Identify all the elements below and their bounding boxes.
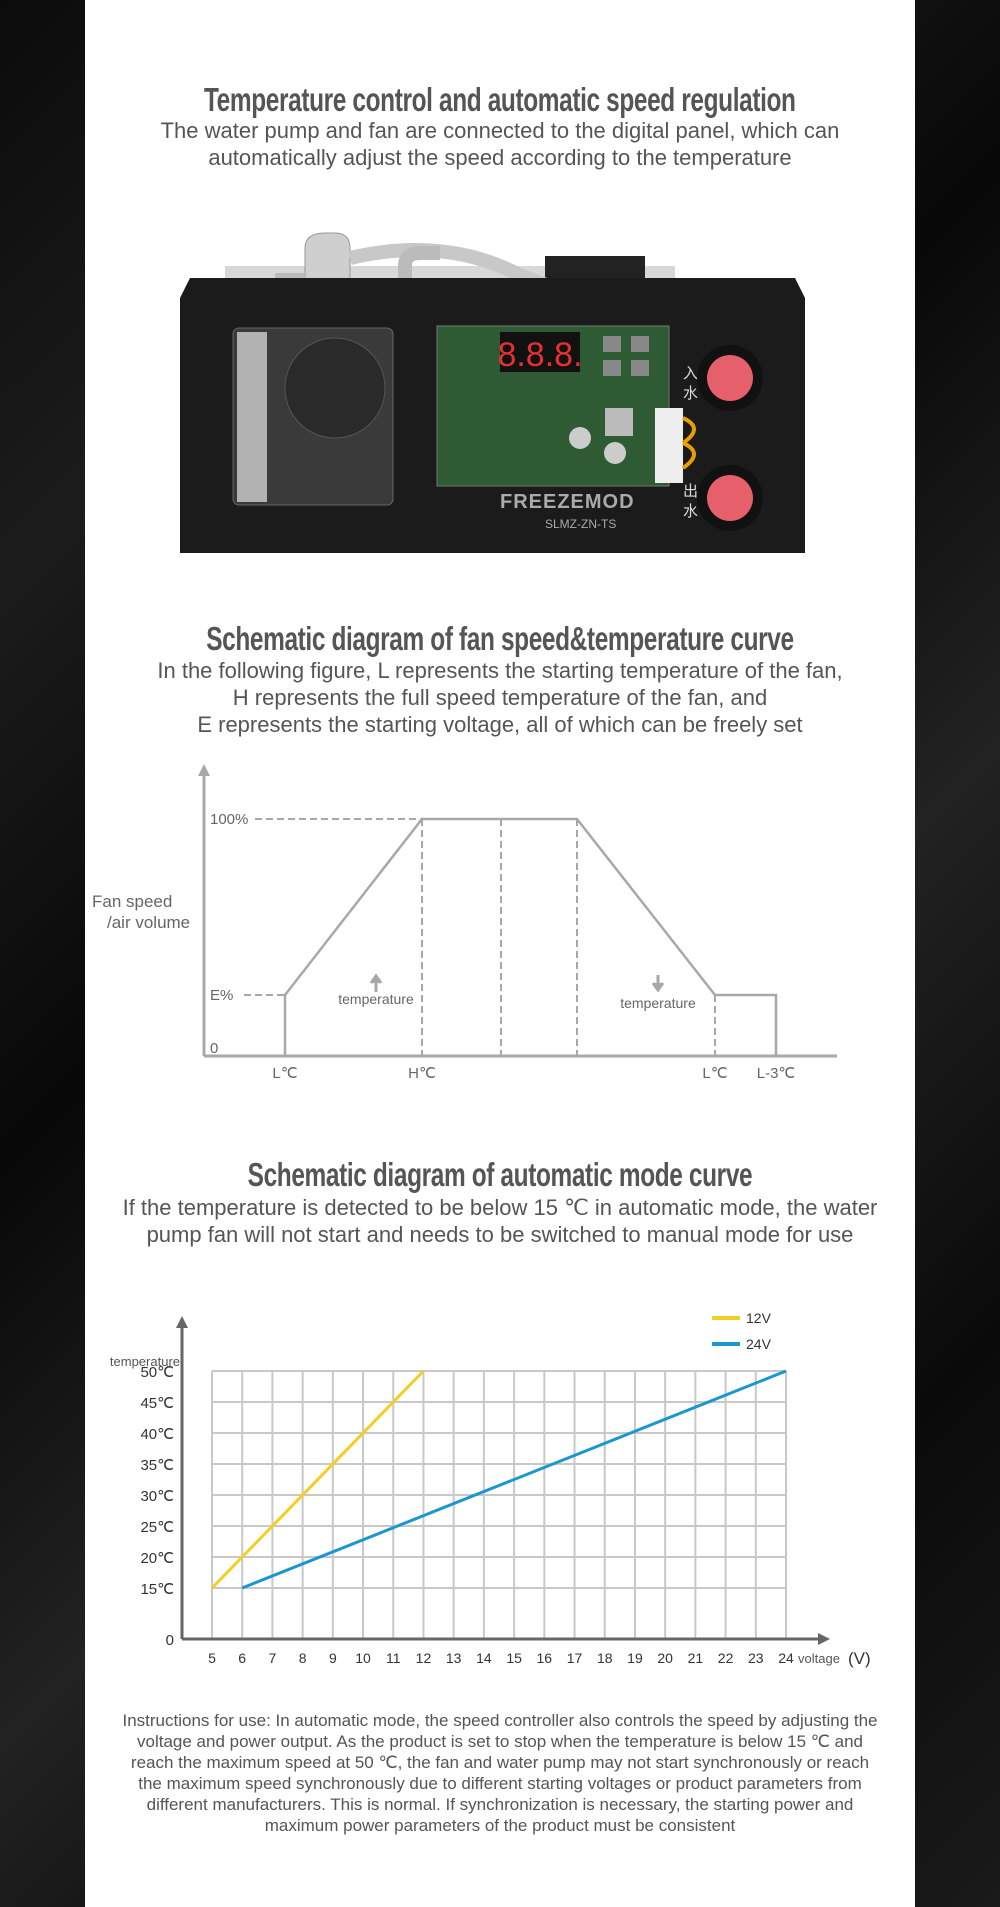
y-tick-label: 100% bbox=[210, 811, 248, 828]
x-tick-label: 5 bbox=[208, 1650, 216, 1666]
subtitle-line: E represents the starting voltage, all o… bbox=[197, 712, 803, 737]
x-tick-label: 6 bbox=[238, 1650, 246, 1666]
outlet-plug bbox=[707, 475, 753, 521]
x-axis-unit: (V) bbox=[848, 1649, 871, 1668]
brand-logo: FREEZEMOD bbox=[500, 491, 635, 513]
y-axis-arrow bbox=[176, 1316, 188, 1328]
section1-subtitle: The water pump and fan are connected to … bbox=[0, 117, 1000, 171]
subtitle-line: If the temperature is detected to be bel… bbox=[122, 1195, 878, 1220]
outlet-label: 水 bbox=[683, 503, 698, 520]
x-tick-label: 9 bbox=[329, 1650, 337, 1666]
section3-subtitle: If the temperature is detected to be bel… bbox=[0, 1194, 1000, 1248]
y-tick-label: 50℃ bbox=[140, 1364, 174, 1381]
x-tick-label: 12 bbox=[416, 1650, 432, 1666]
wires bbox=[681, 416, 696, 470]
x-tick-label: 22 bbox=[718, 1650, 734, 1666]
led-display bbox=[500, 332, 580, 372]
y-axis-label: Fan speed bbox=[92, 892, 172, 911]
inlet-label: 水 bbox=[683, 385, 698, 402]
subtitle-line: The water pump and fan are connected to … bbox=[160, 118, 840, 143]
x-tick-label: 19 bbox=[627, 1650, 643, 1666]
x-tick-label: 21 bbox=[688, 1650, 704, 1666]
annotation-label: temperature bbox=[338, 991, 414, 1007]
x-axis-arrow bbox=[818, 1633, 830, 1645]
legend-label: 24V bbox=[746, 1336, 772, 1352]
section2-title: Schematic diagram of fan speed&temperatu… bbox=[206, 620, 794, 657]
capacitor bbox=[569, 427, 591, 449]
y-tick-label: 25℃ bbox=[140, 1519, 174, 1536]
fan-speed-curve-chart: Fan speed/air volume 100% E% 0 L℃ H℃ L℃ L-3℃ tem… bbox=[92, 764, 837, 1082]
x-axis-label: voltage bbox=[798, 1651, 840, 1666]
section2-subtitle: In the following figure, L represents th… bbox=[0, 657, 1000, 738]
inlet-plug bbox=[707, 355, 753, 401]
x-tick-label: 14 bbox=[476, 1650, 492, 1666]
x-tick-label: 8 bbox=[299, 1650, 307, 1666]
reservoir-glass bbox=[237, 332, 267, 502]
x-tick-label: L-3℃ bbox=[757, 1065, 796, 1082]
tube bbox=[398, 246, 440, 298]
x-tick-label: L℃ bbox=[702, 1065, 727, 1082]
x-tick-label: 24 bbox=[778, 1650, 794, 1666]
y-tick-label: E% bbox=[210, 987, 233, 1004]
y-tick-label: 15℃ bbox=[140, 1581, 174, 1598]
y-axis-label: temperature bbox=[110, 1354, 180, 1369]
annotation-label: temperature bbox=[620, 995, 696, 1011]
capacitor bbox=[604, 442, 626, 464]
subtitle-line: H represents the full speed temperature … bbox=[232, 685, 768, 710]
x-tick-label: 17 bbox=[567, 1650, 583, 1666]
fan-connectors bbox=[655, 408, 683, 483]
y-tick-label: 30℃ bbox=[140, 1488, 174, 1505]
subtitle-line: automatically adjust the speed according… bbox=[208, 145, 792, 170]
y-origin-label: 0 bbox=[166, 1632, 174, 1649]
x-tick-label: 20 bbox=[657, 1650, 673, 1666]
control-buttons bbox=[603, 336, 649, 376]
series-line-12V bbox=[210, 1369, 425, 1590]
subtitle-line: pump fan will not start and needs to be … bbox=[146, 1222, 854, 1247]
x-tick-label: 10 bbox=[355, 1650, 371, 1666]
fan-hub bbox=[284, 337, 386, 439]
x-tick-label: L℃ bbox=[272, 1065, 297, 1082]
section1-title: Temperature control and automatic speed … bbox=[204, 81, 796, 118]
chip bbox=[605, 408, 633, 436]
x-tick-label: 13 bbox=[446, 1650, 462, 1666]
series-line-24V bbox=[241, 1369, 787, 1590]
section3-title: Schematic diagram of automatic mode curv… bbox=[247, 1156, 753, 1193]
outlet-label: 出 bbox=[683, 483, 698, 500]
x-tick-label: 16 bbox=[537, 1650, 553, 1666]
instructions-text: Instructions for use: In automatic mode,… bbox=[122, 1711, 878, 1835]
x-tick-label: 15 bbox=[506, 1650, 522, 1666]
y-tick-label: 40℃ bbox=[140, 1426, 174, 1443]
x-tick-label: 11 bbox=[386, 1650, 401, 1666]
y-tick-label: 35℃ bbox=[140, 1457, 174, 1474]
model-label: SLMZ-ZN-TS bbox=[545, 517, 616, 531]
y-axis-arrow bbox=[198, 764, 210, 776]
y-tick-label: 0 bbox=[210, 1040, 218, 1057]
arrow-down-icon bbox=[651, 975, 665, 993]
y-axis-label: /air volume bbox=[107, 913, 190, 932]
product-image: 8.8.8. FREEZEMOD SLMZ-ZN-TS 入 水 出 水 bbox=[180, 232, 805, 553]
curve-line bbox=[283, 817, 778, 1056]
subtitle-line: In the following figure, L represents th… bbox=[157, 658, 843, 683]
led-digits: 8.8.8. bbox=[497, 336, 582, 374]
x-tick-label: 18 bbox=[597, 1650, 613, 1666]
x-tick-label: 23 bbox=[748, 1650, 764, 1666]
x-tick-label: 7 bbox=[269, 1650, 277, 1666]
x-tick-label: H℃ bbox=[408, 1065, 436, 1082]
arrow-up-icon bbox=[369, 973, 383, 992]
inlet-label: 入 bbox=[683, 365, 698, 382]
legend-label: 12V bbox=[746, 1310, 772, 1326]
y-tick-label: 45℃ bbox=[140, 1395, 174, 1412]
y-tick-label: 20℃ bbox=[140, 1550, 174, 1567]
